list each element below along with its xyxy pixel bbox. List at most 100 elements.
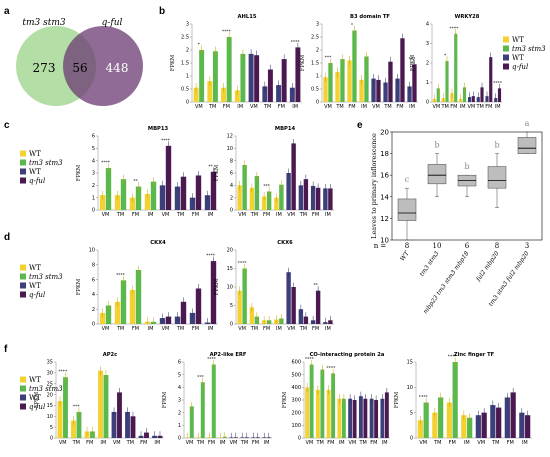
bar bbox=[291, 143, 296, 210]
x-tick-label: FM bbox=[223, 104, 230, 110]
y-tick-label: 6 bbox=[230, 171, 233, 177]
bar bbox=[380, 398, 385, 438]
legend-swatch bbox=[503, 36, 509, 43]
panel-letter-b: b bbox=[159, 6, 165, 17]
significance-mark: **** bbox=[305, 357, 315, 363]
bar bbox=[242, 164, 247, 210]
significance-letter: a bbox=[525, 119, 530, 128]
y-tick-label: 0 bbox=[230, 208, 233, 214]
y-tick-label: 2 bbox=[316, 48, 319, 54]
bar bbox=[348, 398, 353, 438]
panel-letter-d: d bbox=[4, 232, 10, 243]
bar bbox=[335, 72, 340, 102]
x-tick-label: VM bbox=[287, 326, 295, 332]
y-tick-label: 5 bbox=[410, 410, 413, 416]
panel-letter-a: a bbox=[4, 6, 10, 17]
bar bbox=[490, 405, 496, 438]
significance-letter: c bbox=[405, 175, 410, 184]
x-tick-label: TM bbox=[176, 212, 184, 218]
y-axis-label: Leaves to primary inflorescence bbox=[370, 133, 378, 239]
legend-label: tm3 stm3 bbox=[29, 385, 63, 393]
bar bbox=[510, 392, 516, 438]
y-axis-label: FPKM bbox=[300, 54, 306, 71]
x-tick-label: VM bbox=[238, 326, 246, 332]
bar bbox=[328, 63, 333, 102]
y-tick-label: 2 bbox=[92, 307, 95, 313]
x-tick-label: TM bbox=[299, 326, 307, 332]
bar bbox=[328, 188, 333, 210]
bar bbox=[395, 78, 400, 102]
y-tick-label: 2 bbox=[426, 61, 429, 67]
x-tick-label: FM bbox=[132, 326, 139, 332]
significance-mark: *** bbox=[197, 374, 205, 380]
bar bbox=[117, 392, 122, 438]
significance-mark: **** bbox=[326, 365, 336, 371]
legend-swatch bbox=[20, 168, 26, 175]
bar bbox=[234, 90, 240, 102]
y-tick-label: 10 bbox=[47, 414, 53, 420]
y-tick-label: 0.5 bbox=[311, 87, 319, 93]
x-tick-label: FM bbox=[396, 104, 403, 110]
significance-mark: **** bbox=[101, 160, 111, 166]
x-tick-label: FM bbox=[370, 440, 377, 446]
n-value: 8 bbox=[495, 242, 499, 250]
bar bbox=[242, 268, 247, 324]
y-tick-label: 14 bbox=[380, 193, 389, 201]
x-category-label: WT bbox=[399, 249, 411, 262]
bar bbox=[114, 195, 121, 210]
x-tick-label: IM bbox=[148, 212, 154, 218]
bar bbox=[298, 309, 304, 324]
bar bbox=[130, 416, 136, 438]
y-axis-label: FPKM bbox=[214, 278, 220, 295]
significance-mark: ** bbox=[133, 179, 138, 185]
x-tick-label: TM bbox=[250, 212, 258, 218]
bar bbox=[120, 179, 127, 210]
bar bbox=[352, 400, 357, 438]
significance-mark: **** bbox=[206, 253, 216, 259]
chart-title: CO-interacting protein 2a bbox=[310, 352, 385, 358]
y-axis-label: FPKM bbox=[282, 391, 288, 408]
x-tick-label: IM bbox=[276, 326, 282, 332]
y-tick-label: 30 bbox=[47, 371, 53, 377]
y-tick-label: 0 bbox=[178, 436, 181, 442]
x-tick-label: IM bbox=[409, 104, 415, 110]
box bbox=[517, 137, 537, 154]
bar bbox=[237, 290, 242, 324]
x-tick-label: FM bbox=[192, 212, 199, 218]
y-tick-label: 0 bbox=[410, 436, 413, 442]
bar bbox=[262, 86, 268, 102]
y-tick-label: 0 bbox=[92, 322, 95, 328]
x-tick-label: VM bbox=[59, 440, 67, 446]
bar bbox=[189, 312, 196, 324]
x-tick-label: IM bbox=[339, 440, 345, 446]
n-value: 6 bbox=[465, 242, 470, 250]
x-tick-label: VM bbox=[306, 440, 314, 446]
y-tick-label: 5 bbox=[92, 146, 95, 152]
venn-count-right: 448 bbox=[106, 61, 129, 75]
panel-letter-e: e bbox=[357, 120, 363, 131]
x-tick-label: VM bbox=[238, 212, 246, 218]
y-tick-label: 200 bbox=[291, 410, 301, 416]
chart-f4: Zinc finger TF 0 5 10 15 FPKM **** VM TM **** FM IM… bbox=[394, 352, 532, 446]
panel-letter-f: f bbox=[4, 344, 8, 355]
x-tick-label: FM bbox=[348, 104, 355, 110]
x-tick-label: VM bbox=[102, 212, 110, 218]
y-tick-label: 0 bbox=[316, 100, 319, 106]
bar bbox=[180, 176, 187, 210]
venn-count-overlap: 56 bbox=[72, 61, 87, 75]
y-tick-label: 16 bbox=[380, 172, 389, 180]
bar bbox=[337, 398, 342, 438]
bar bbox=[150, 181, 157, 210]
panel-letter-c: c bbox=[4, 120, 10, 131]
y-tick-label: 0.5 bbox=[181, 87, 189, 93]
venn-label-right: q-ful bbox=[102, 18, 123, 28]
bar bbox=[384, 392, 389, 438]
bar bbox=[248, 53, 254, 102]
legend-swatch bbox=[20, 376, 26, 383]
legend-swatch bbox=[20, 394, 26, 401]
x-tick-label: VM bbox=[162, 212, 170, 218]
bar bbox=[114, 301, 121, 324]
